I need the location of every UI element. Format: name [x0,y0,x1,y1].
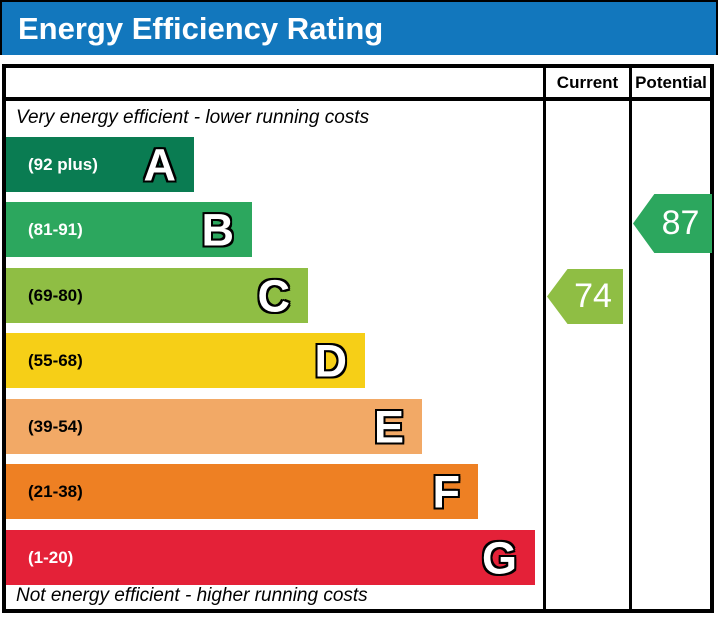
band-range-label: (92 plus) [28,154,98,174]
potential-column-divider [629,68,632,609]
potential-column-header: Potential [635,72,707,92]
band-row-a: (92 plus) A [6,137,194,192]
band-letter: A [143,139,177,190]
band-letter: B [201,204,235,255]
current-column-header: Current [556,72,619,92]
band-row-d: (55-68) D [6,333,365,388]
current-rating-value: 74 [574,277,612,315]
potential-rating-value: 87 [661,204,700,242]
page-title: Energy Efficiency Rating [18,10,384,46]
band-range-label: (21-38) [28,481,83,501]
current-column-divider [543,68,546,609]
band-letter: F [432,466,461,517]
band-row-g: (1-20) G [6,530,535,585]
band-letter: G [481,532,517,583]
header-divider [6,97,710,101]
band-letter: E [373,401,404,452]
band-range-label: (1-20) [28,547,74,567]
band-letter: C [257,270,291,321]
band-letter: D [314,335,348,386]
bottom-annotation: Not energy efficient - higher running co… [16,585,368,606]
band-range-label: (69-80) [28,285,83,305]
top-annotation: Very energy efficient - lower running co… [16,107,370,128]
band-row-b: (81-91) B [6,202,252,257]
band-range-label: (81-91) [28,219,83,239]
band-range-label: (55-68) [28,350,83,370]
title-bar: Energy Efficiency Rating [0,0,718,55]
band-row-c: (69-80) C [6,268,308,323]
band-range-label: (39-54) [28,416,83,436]
band-row-f: (21-38) F [6,464,478,519]
band-row-e: (39-54) E [6,399,422,454]
